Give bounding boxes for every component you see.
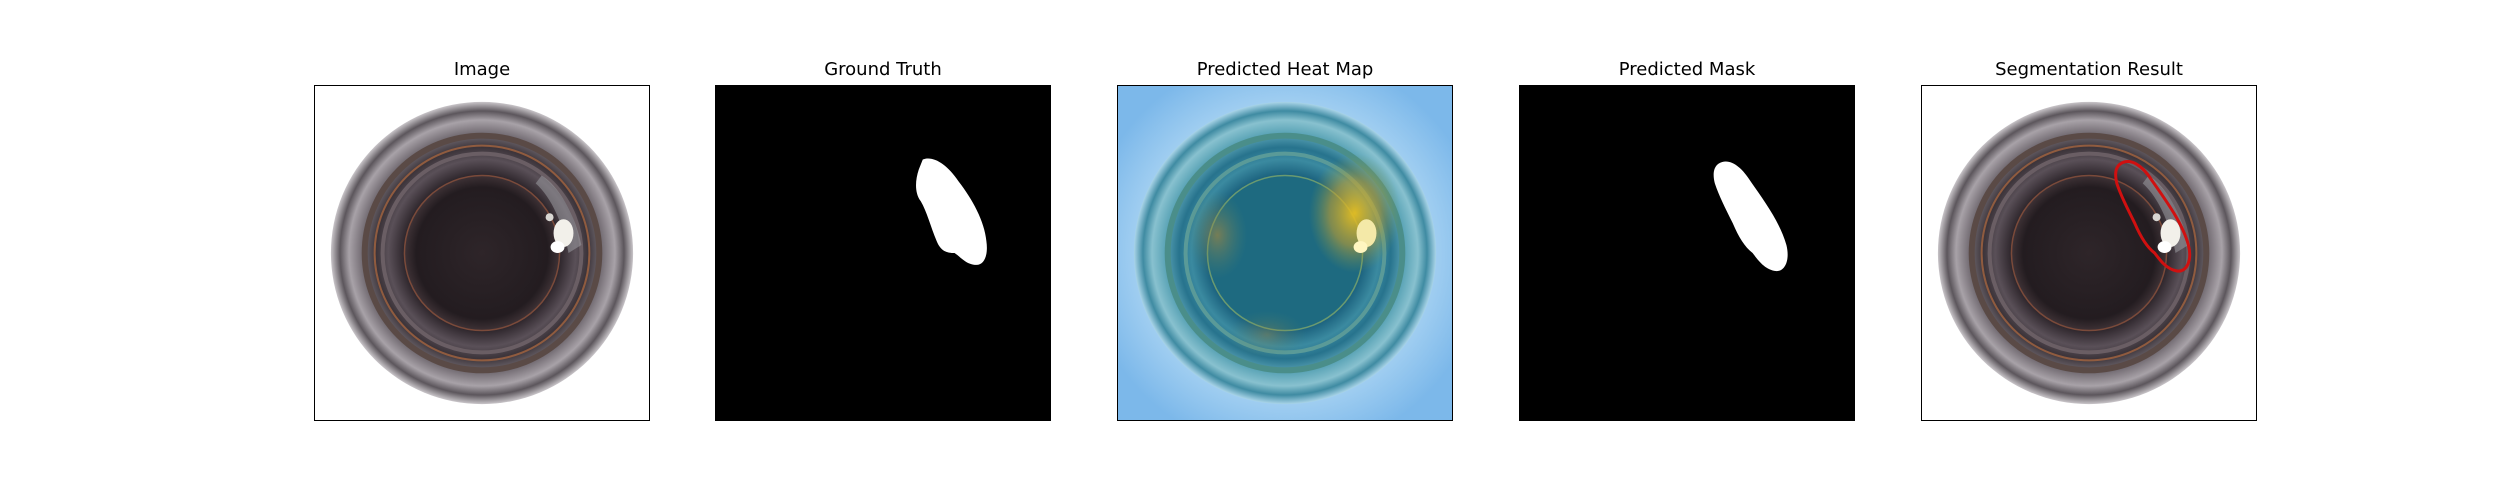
photo-with-contour <box>1937 101 2241 405</box>
ground-truth-mask <box>916 158 987 265</box>
predicted-mask <box>1713 161 1788 272</box>
ground-truth-panel <box>715 85 1051 421</box>
segmentation-result-panel <box>1921 85 2257 421</box>
segmentation-result-title: Segmentation Result <box>1995 59 2183 80</box>
image-panel <box>314 85 650 421</box>
segmentation-contour <box>2114 160 2192 273</box>
heatmap-title: Predicted Heat Map <box>1196 59 1374 80</box>
ground-truth-title: Ground Truth <box>824 59 942 80</box>
heatmap-overlay <box>1118 86 1452 420</box>
predicted-mask-panel <box>1519 85 1855 421</box>
heatmap-panel <box>1117 85 1453 421</box>
bottle-photo <box>330 101 634 405</box>
image-title: Image <box>453 59 511 80</box>
predicted-mask-title: Predicted Mask <box>1618 59 1756 80</box>
